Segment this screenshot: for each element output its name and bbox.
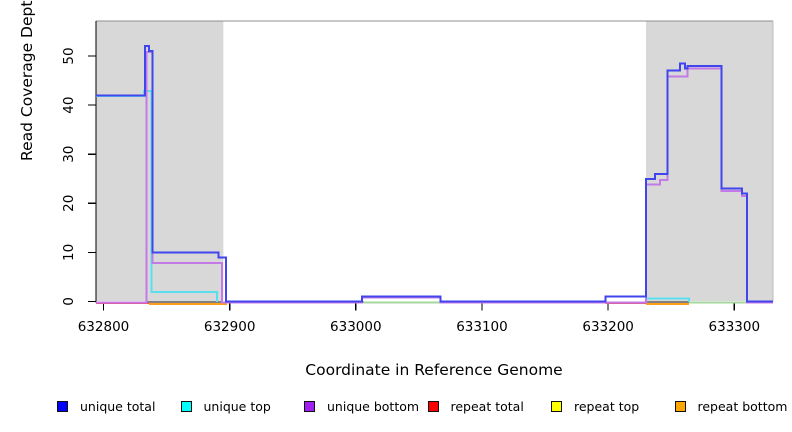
legend-label-unique-top: unique top xyxy=(203,398,271,414)
x-tick-label: 633300 xyxy=(709,319,761,335)
shaded-region xyxy=(645,21,773,301)
series-line-unique-bottom xyxy=(95,51,773,304)
x-tick-label: 632900 xyxy=(204,319,256,335)
x-tick-label: 633000 xyxy=(330,319,382,335)
legend-item-unique-total: unique total xyxy=(57,398,155,414)
y-tick-label: 20 xyxy=(61,195,77,212)
legend-swatch-unique-top xyxy=(180,400,192,412)
series-line-unique-top xyxy=(646,297,690,302)
legend-swatch-repeat-total xyxy=(427,400,439,412)
legend-item-repeat-bottom: repeat bottom xyxy=(674,398,788,414)
y-tick-label: 10 xyxy=(61,244,77,261)
legend-swatch-unique-bottom xyxy=(304,400,315,412)
shaded-region xyxy=(96,21,224,301)
x-axis-title: Coordinate in Reference Genome xyxy=(305,361,563,379)
y-tick-label: 0 xyxy=(61,297,77,306)
legend-swatch-repeat-top xyxy=(551,400,562,412)
legend-label-repeat-total: repeat total xyxy=(450,398,524,414)
legend-label-unique-bottom: unique bottom xyxy=(327,398,420,414)
legend: unique total unique top unique bottom repea… xyxy=(0,398,792,416)
legend-item-unique-top: unique top xyxy=(180,398,271,414)
legend-item-repeat-top: repeat top xyxy=(551,398,639,414)
y-tick-label: 40 xyxy=(61,97,77,114)
legend-swatch-repeat-bottom xyxy=(674,400,686,412)
x-tick-label: 633200 xyxy=(582,319,634,335)
legend-swatch-unique-total xyxy=(57,400,68,412)
legend-item-repeat-total: repeat total xyxy=(427,398,524,414)
legend-label-repeat-bottom: repeat bottom xyxy=(697,398,788,414)
legend-label-repeat-top: repeat top xyxy=(574,398,640,414)
x-tick-label: 632800 xyxy=(78,319,130,335)
y-tick-label: 50 xyxy=(61,47,77,64)
legend-label-unique-total: unique total xyxy=(80,398,156,414)
x-tick-label: 633100 xyxy=(456,319,508,335)
series-line-unique-total xyxy=(95,45,773,303)
legend-item-unique-bottom: unique bottom xyxy=(304,398,419,414)
y-tick-label: 30 xyxy=(61,146,77,163)
